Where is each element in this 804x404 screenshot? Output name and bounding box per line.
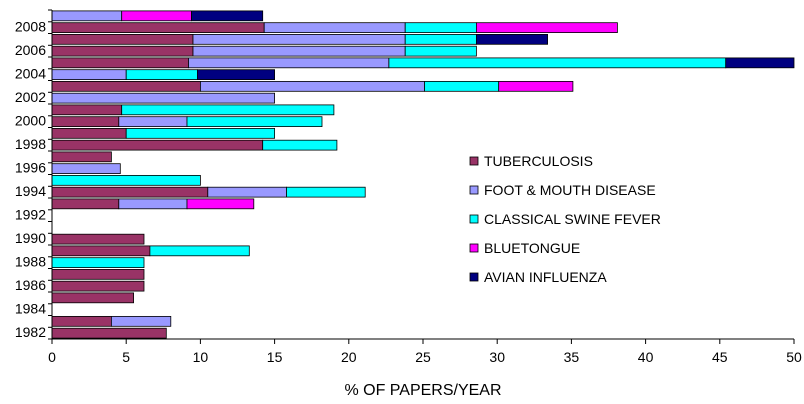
x-tick-label-30: 30 <box>489 349 505 365</box>
y-tick-label-1984: 1984 <box>15 301 46 317</box>
bars-group <box>51 10 795 339</box>
legend-swatch-4 <box>469 272 479 282</box>
legend-label-0: TUBERCULOSIS <box>484 153 593 169</box>
y-tick-label-1990: 1990 <box>15 230 46 246</box>
bar-segment-2007-s0 <box>51 34 194 45</box>
bar-segment-2003-s0 <box>51 81 201 92</box>
bar-segment-1993-s3 <box>186 198 255 210</box>
y-tick-label-1988: 1988 <box>15 254 46 270</box>
x-tick-label-0: 0 <box>48 349 56 365</box>
legend-swatch-2 <box>469 214 479 224</box>
x-tick-label-40: 40 <box>638 349 654 365</box>
y-tick-label-2008: 2008 <box>15 19 46 35</box>
legend: TUBERCULOSIS FOOT & MOUTH DISEASE CLASSICA… <box>469 153 661 285</box>
bar-segment-1993-s0 <box>51 198 120 210</box>
bar-segment-1990-s0 <box>51 233 145 245</box>
bar-segment-2004-s2 <box>125 69 198 80</box>
x-tick-label-5: 5 <box>122 349 130 365</box>
y-tick-label-1986: 1986 <box>15 277 46 293</box>
bar-segment-2007-s2 <box>404 34 477 45</box>
x-tick-label-50: 50 <box>786 349 802 365</box>
bar-segment-2006-s2 <box>404 45 477 57</box>
y-tick-label-2004: 2004 <box>15 66 46 82</box>
bar-segment-1994-s0 <box>51 186 209 198</box>
bar-segment-1988-s2 <box>51 257 145 269</box>
bar-segment-1993-s1 <box>118 198 188 210</box>
plot-area: 0 5 10 15 20 25 30 35 40 45 50 1982 1984 1986 1988 199… <box>15 9 802 365</box>
legend-swatch-3 <box>469 243 479 253</box>
bar-segment-2008-s1 <box>263 22 406 34</box>
bar-segment-1994-s1 <box>207 186 287 198</box>
bar-segment-2004-s1 <box>51 69 127 80</box>
bar-segment-2006-s0 <box>51 45 194 57</box>
bar-segment-2008-s0 <box>51 22 265 34</box>
bar-segment-2009-s1 <box>51 10 123 22</box>
bar-segment-2007-s1 <box>192 34 406 45</box>
legend-swatch-1 <box>469 185 479 195</box>
bar-segment-2001-s0 <box>51 104 123 116</box>
bar-segment-2008-s2 <box>404 22 477 34</box>
y-tick-label-1998: 1998 <box>15 136 46 152</box>
bar-segment-2003-s3 <box>498 81 574 92</box>
bar-segment-2001-s2 <box>121 104 335 116</box>
bar-segment-1999-s0 <box>51 127 127 139</box>
x-tick-label-45: 45 <box>712 349 728 365</box>
bar-segment-2009-s4 <box>191 10 264 22</box>
bar-segment-1995-s2 <box>51 174 201 186</box>
x-tick-label-35: 35 <box>564 349 580 365</box>
bar-segment-1986-s0 <box>51 280 145 292</box>
bar-segment-1997-s0 <box>51 151 112 163</box>
bar-segment-1989-s2 <box>149 245 250 257</box>
bar-segment-2002-s1 <box>51 92 276 104</box>
y-tick-label-1996: 1996 <box>15 160 46 176</box>
x-tick-label-15: 15 <box>267 349 283 365</box>
bar-segment-1982-s0 <box>51 327 167 339</box>
y-tick-label-1992: 1992 <box>15 207 46 223</box>
bar-segment-1996-s1 <box>51 163 121 174</box>
y-axis-ticks: 1982 1984 1986 1988 1990 1992 1994 1996 1998 2000… <box>15 9 52 340</box>
y-tick-label-2000: 2000 <box>15 113 46 129</box>
bar-segment-1987-s0 <box>51 268 145 280</box>
y-tick-label-2006: 2006 <box>15 42 46 58</box>
bar-segment-1994-s2 <box>286 186 366 198</box>
bar-segment-2004-s4 <box>196 69 275 80</box>
bar-segment-1998-s0 <box>51 139 264 151</box>
bar-segment-2005-s2 <box>388 57 727 69</box>
bar-segment-2005-s0 <box>51 57 189 69</box>
y-tick-label-1982: 1982 <box>15 324 46 340</box>
legend-label-1: FOOT & MOUTH DISEASE <box>484 182 656 198</box>
bar-segment-1998-s2 <box>262 139 338 151</box>
legend-swatch-0 <box>469 156 479 166</box>
bar-segment-2003-s1 <box>199 81 425 92</box>
bar-segment-2005-s4 <box>725 57 795 69</box>
bar-segment-2000-s1 <box>118 116 188 127</box>
bar-segment-1983-s0 <box>51 315 112 327</box>
bar-segment-2008-s3 <box>475 22 618 34</box>
bar-segment-1989-s0 <box>51 245 151 257</box>
bar-segment-1985-s0 <box>51 292 134 304</box>
y-tick-label-2002: 2002 <box>15 89 46 105</box>
legend-label-2: CLASSICAL SWINE FEVER <box>484 211 661 227</box>
x-tick-label-20: 20 <box>341 349 357 365</box>
bar-segment-2009-s3 <box>121 10 192 22</box>
y-tick-label-1994: 1994 <box>15 183 46 199</box>
x-axis-ticks: 0 5 10 15 20 25 30 35 40 45 50 <box>48 339 802 365</box>
bar-segment-2007-s4 <box>475 34 548 45</box>
bar-segment-1983-s1 <box>111 315 172 327</box>
bar-segment-2000-s0 <box>51 116 120 127</box>
bar-segment-2005-s1 <box>188 57 390 69</box>
bar-segment-2006-s1 <box>192 45 406 57</box>
legend-label-3: BLUETONGUE <box>484 240 580 256</box>
x-tick-label-25: 25 <box>415 349 431 365</box>
bar-segment-2000-s2 <box>186 116 323 127</box>
bar-segment-1999-s2 <box>125 127 275 139</box>
bar-segment-2003-s2 <box>424 81 500 92</box>
legend-label-4: AVIAN INFLUENZA <box>484 269 607 285</box>
x-tick-label-10: 10 <box>193 349 209 365</box>
x-axis-title: % OF PAPERS/YEAR <box>344 382 501 399</box>
